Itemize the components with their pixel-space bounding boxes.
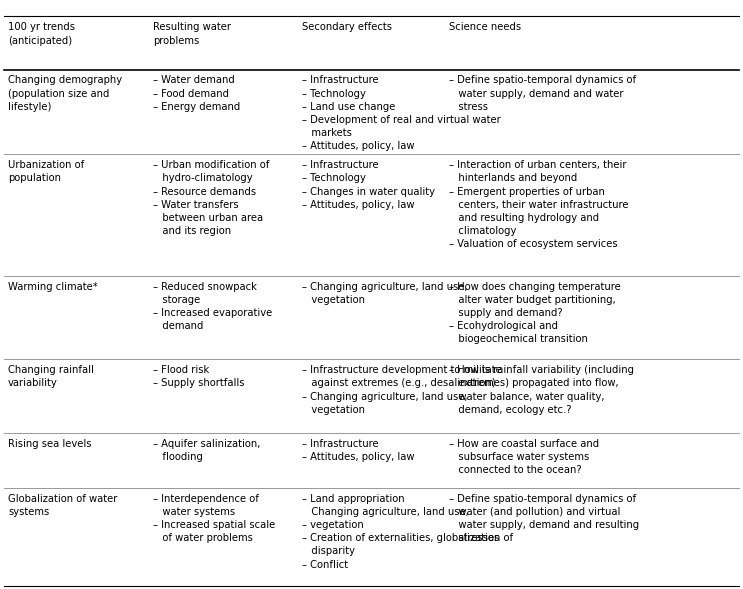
Text: – How is rainfall variability (including
   extremes) propagated into flow,
   w: – How is rainfall variability (including… <box>449 365 634 415</box>
Text: Resulting water
problems: Resulting water problems <box>153 22 231 45</box>
Text: – Flood risk
– Supply shortfalls: – Flood risk – Supply shortfalls <box>153 365 244 388</box>
Text: – Reduced snowpack
   storage
– Increased evaporative
   demand: – Reduced snowpack storage – Increased e… <box>153 282 272 331</box>
Text: – Land appropriation
   Changing agriculture, land use,
– vegetation
– Creation : – Land appropriation Changing agricultur… <box>302 494 513 570</box>
Text: Warming climate*: Warming climate* <box>8 282 98 292</box>
Text: Secondary effects: Secondary effects <box>302 22 392 32</box>
Text: – Aquifer salinization,
   flooding: – Aquifer salinization, flooding <box>153 439 261 462</box>
Text: – Infrastructure
– Technology
– Changes in water quality
– Attitudes, policy, la: – Infrastructure – Technology – Changes … <box>302 160 435 210</box>
Text: Globalization of water
systems: Globalization of water systems <box>8 494 117 517</box>
Text: – Urban modification of
   hydro-climatology
– Resource demands
– Water transfer: – Urban modification of hydro-climatolog… <box>153 160 270 236</box>
Text: – Infrastructure
– Attitudes, policy, law: – Infrastructure – Attitudes, policy, la… <box>302 439 414 462</box>
Text: Science needs: Science needs <box>449 22 521 32</box>
Text: – Infrastructure development to militate
   against extremes (e.g., desalination: – Infrastructure development to militate… <box>302 365 502 415</box>
Text: – How are coastal surface and
   subsurface water systems
   connected to the oc: – How are coastal surface and subsurface… <box>449 439 599 475</box>
Text: – Changing agriculture, land use,
   vegetation: – Changing agriculture, land use, vegeta… <box>302 282 467 305</box>
Text: – Interaction of urban centers, their
   hinterlands and beyond
– Emergent prope: – Interaction of urban centers, their hi… <box>449 160 629 249</box>
Text: – How does changing temperature
   alter water budget partitioning,
   supply an: – How does changing temperature alter wa… <box>449 282 620 345</box>
Text: – Interdependence of
   water systems
– Increased spatial scale
   of water prob: – Interdependence of water systems – Inc… <box>153 494 276 543</box>
Text: – Define spatio-temporal dynamics of
   water (and pollution) and virtual
   wat: – Define spatio-temporal dynamics of wat… <box>449 494 639 543</box>
Text: Urbanization of
population: Urbanization of population <box>8 160 85 183</box>
Text: – Water demand
– Food demand
– Energy demand: – Water demand – Food demand – Energy de… <box>153 75 240 112</box>
Text: Rising sea levels: Rising sea levels <box>8 439 91 449</box>
Text: Changing rainfall
variability: Changing rainfall variability <box>8 365 94 388</box>
Text: – Define spatio-temporal dynamics of
   water supply, demand and water
   stress: – Define spatio-temporal dynamics of wat… <box>449 75 636 112</box>
Text: – Infrastructure
– Technology
– Land use change
– Development of real and virtua: – Infrastructure – Technology – Land use… <box>302 75 500 151</box>
Text: Changing demography
(population size and
lifestyle): Changing demography (population size and… <box>8 75 123 112</box>
Text: 100 yr trends
(anticipated): 100 yr trends (anticipated) <box>8 22 75 45</box>
